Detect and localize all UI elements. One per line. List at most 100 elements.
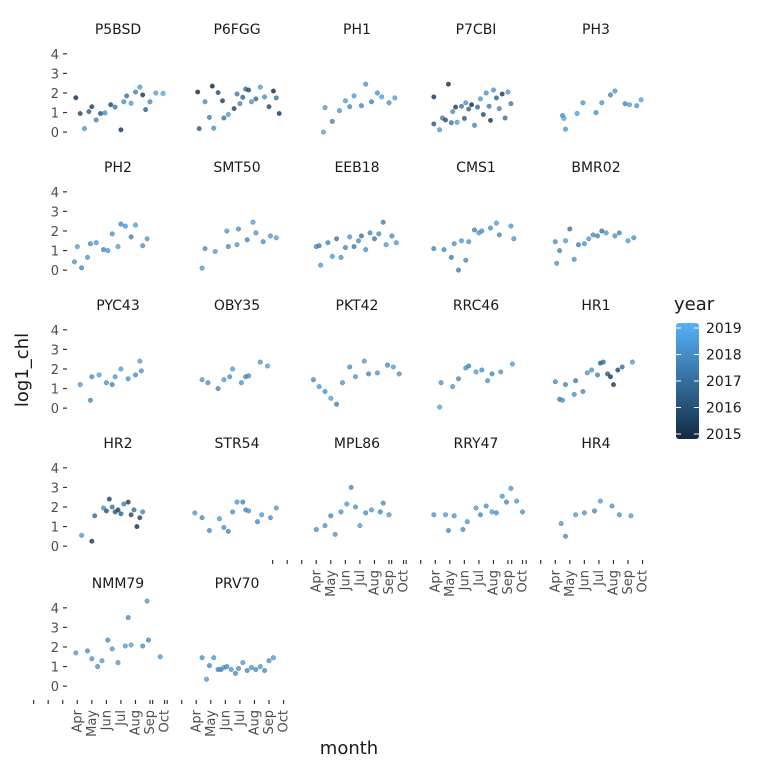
facet-panel: RRC46 (437, 298, 515, 410)
y-tick-label: 0 (51, 402, 59, 417)
data-point (629, 359, 635, 365)
data-point (199, 655, 205, 661)
data-point (448, 254, 454, 260)
data-point (473, 369, 479, 375)
data-point (466, 363, 472, 369)
data-point (209, 83, 215, 89)
facet-label: RRY47 (454, 436, 499, 452)
data-point (386, 512, 392, 518)
data-point (431, 512, 437, 518)
data-point (125, 615, 131, 621)
y-tick-label: 1 (51, 521, 59, 536)
data-point (455, 376, 462, 382)
data-point (105, 637, 111, 643)
data-point (221, 524, 227, 531)
data-point (599, 228, 605, 234)
data-point (460, 526, 466, 533)
legend-label: 2019 (706, 321, 742, 337)
data-point (573, 378, 579, 384)
data-point (348, 484, 354, 490)
data-point (92, 513, 98, 519)
data-point (437, 404, 443, 410)
data-point (505, 89, 511, 95)
data-point (383, 242, 389, 248)
data-point (616, 512, 622, 518)
data-point (458, 103, 465, 109)
data-point (344, 501, 350, 507)
data-point (225, 244, 231, 250)
data-point (499, 91, 505, 97)
x-tick-label: Sep (143, 710, 158, 735)
data-point (248, 664, 255, 671)
data-point (143, 107, 149, 113)
data-point (325, 240, 331, 246)
data-point (131, 507, 137, 513)
facet-label: BMR02 (571, 160, 620, 176)
data-point (109, 646, 115, 652)
x-tick-label: Sep (621, 570, 636, 595)
data-point (380, 500, 386, 506)
data-point (206, 114, 212, 120)
data-point (128, 100, 134, 106)
data-point (496, 232, 502, 238)
data-point (100, 247, 107, 253)
data-point (389, 233, 395, 239)
x-tick-label: Oct (158, 710, 173, 732)
data-point (259, 512, 265, 518)
data-point (77, 110, 83, 117)
data-point (461, 115, 467, 121)
data-point (262, 667, 268, 674)
y-tick-label: 0 (51, 680, 59, 695)
y-axis-title: log1_chl (12, 333, 33, 407)
data-point (86, 109, 92, 115)
data-point (108, 102, 114, 108)
data-point (316, 243, 322, 249)
y-tick-label: 1 (51, 245, 59, 260)
data-point (122, 643, 128, 649)
data-point (100, 505, 107, 511)
data-point (368, 99, 375, 105)
y-tick-label: 4 (51, 324, 59, 339)
facet-panel: NMM79 0 1 2 3 4 Apr May Jun Jul Aug Sep Oct (33, 576, 173, 737)
data-point (202, 99, 208, 105)
data-point (573, 512, 579, 518)
x-tick-label: Apr (548, 569, 563, 592)
data-point (574, 110, 580, 117)
data-point (128, 512, 134, 518)
legend-title: year (674, 294, 715, 315)
x-axis-title: month (320, 738, 378, 759)
facet-panel: OBY35 (199, 298, 271, 392)
data-point (122, 223, 128, 229)
data-point (322, 388, 328, 395)
data-point (352, 504, 359, 510)
data-point (244, 237, 250, 243)
y-tick-label: 0 (51, 540, 59, 555)
facet-label: PRV70 (215, 576, 260, 592)
data-point (571, 391, 577, 397)
data-point (257, 84, 263, 90)
data-point (487, 117, 494, 123)
data-point (89, 656, 95, 662)
x-tick-label: Aug (367, 570, 382, 595)
data-point (227, 374, 233, 380)
data-point (140, 243, 146, 249)
data-point (310, 377, 316, 383)
x-tick-label: Oct (397, 570, 412, 592)
data-point (342, 98, 348, 104)
y-tick-label: 2 (51, 87, 59, 102)
legend-label: 2016 (706, 401, 742, 417)
data-point (368, 507, 375, 513)
data-point (431, 121, 437, 127)
data-point (519, 509, 526, 515)
data-point (483, 503, 489, 509)
data-point (493, 220, 499, 226)
data-point (498, 369, 504, 375)
data-point (363, 247, 369, 253)
y-tick-label: 2 (51, 501, 59, 516)
data-point (463, 257, 469, 263)
data-point (626, 102, 633, 108)
data-point (347, 104, 353, 110)
data-point (260, 239, 266, 245)
data-point (246, 87, 252, 93)
